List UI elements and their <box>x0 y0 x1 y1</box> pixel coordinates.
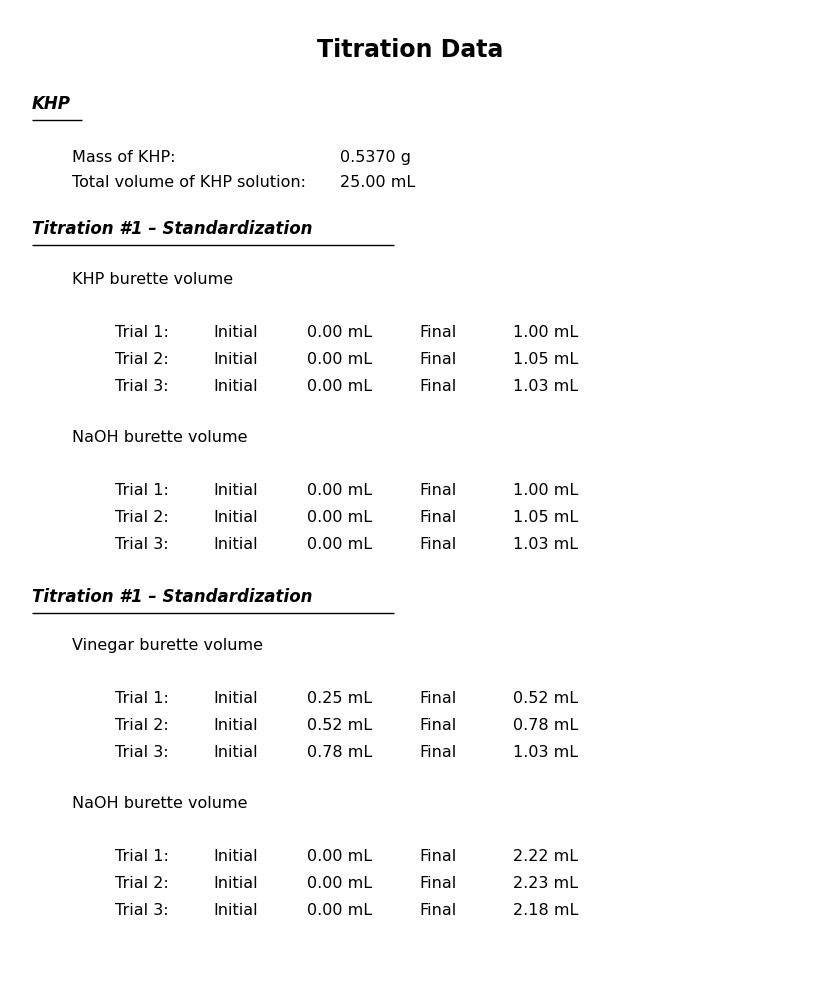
Text: 0.52 mL: 0.52 mL <box>306 718 372 733</box>
Text: KHP: KHP <box>32 95 70 113</box>
Text: KHP burette volume: KHP burette volume <box>72 272 233 287</box>
Text: Initial: Initial <box>213 718 257 733</box>
Text: 0.25 mL: 0.25 mL <box>306 691 372 706</box>
Text: Final: Final <box>419 537 455 552</box>
Text: Final: Final <box>419 691 455 706</box>
Text: Final: Final <box>419 325 455 340</box>
Text: 0.00 mL: 0.00 mL <box>306 537 372 552</box>
Text: 2.23 mL: 2.23 mL <box>513 876 577 891</box>
Text: Vinegar burette volume: Vinegar burette volume <box>72 638 263 653</box>
Text: Trial 2:: Trial 2: <box>115 718 169 733</box>
Text: Initial: Initial <box>213 379 257 394</box>
Text: Trial 1:: Trial 1: <box>115 691 169 706</box>
Text: Trial 2:: Trial 2: <box>115 876 169 891</box>
Text: Trial 3:: Trial 3: <box>115 537 169 552</box>
Text: Initial: Initial <box>213 745 257 760</box>
Text: 0.00 mL: 0.00 mL <box>306 849 372 864</box>
Text: Trial 2:: Trial 2: <box>115 510 169 525</box>
Text: 1.03 mL: 1.03 mL <box>513 537 577 552</box>
Text: Titration #1 – Standardization: Titration #1 – Standardization <box>32 588 312 606</box>
Text: 0.00 mL: 0.00 mL <box>306 876 372 891</box>
Text: Final: Final <box>419 849 455 864</box>
Text: Trial 1:: Trial 1: <box>115 483 169 498</box>
Text: 1.00 mL: 1.00 mL <box>513 325 577 340</box>
Text: Initial: Initial <box>213 537 257 552</box>
Text: Final: Final <box>419 718 455 733</box>
Text: Initial: Initial <box>213 352 257 367</box>
Text: Trial 1:: Trial 1: <box>115 849 169 864</box>
Text: Initial: Initial <box>213 876 257 891</box>
Text: Trial 1:: Trial 1: <box>115 325 169 340</box>
Text: 0.78 mL: 0.78 mL <box>306 745 372 760</box>
Text: Initial: Initial <box>213 325 257 340</box>
Text: NaOH burette volume: NaOH burette volume <box>72 796 247 811</box>
Text: 1.03 mL: 1.03 mL <box>513 379 577 394</box>
Text: Titration Data: Titration Data <box>316 38 503 62</box>
Text: NaOH burette volume: NaOH burette volume <box>72 430 247 445</box>
Text: Final: Final <box>419 903 455 918</box>
Text: Final: Final <box>419 876 455 891</box>
Text: Trial 3:: Trial 3: <box>115 903 169 918</box>
Text: 1.05 mL: 1.05 mL <box>513 352 577 367</box>
Text: Initial: Initial <box>213 691 257 706</box>
Text: Trial 3:: Trial 3: <box>115 745 169 760</box>
Text: Initial: Initial <box>213 849 257 864</box>
Text: 0.52 mL: 0.52 mL <box>513 691 577 706</box>
Text: 2.18 mL: 2.18 mL <box>513 903 577 918</box>
Text: 1.00 mL: 1.00 mL <box>513 483 577 498</box>
Text: Final: Final <box>419 352 455 367</box>
Text: 0.00 mL: 0.00 mL <box>306 903 372 918</box>
Text: Final: Final <box>419 379 455 394</box>
Text: 0.00 mL: 0.00 mL <box>306 352 372 367</box>
Text: Final: Final <box>419 483 455 498</box>
Text: Titration #1 – Standardization: Titration #1 – Standardization <box>32 220 312 238</box>
Text: Final: Final <box>419 745 455 760</box>
Text: Trial 3:: Trial 3: <box>115 379 169 394</box>
Text: 0.5370 g: 0.5370 g <box>340 150 410 165</box>
Text: Final: Final <box>419 510 455 525</box>
Text: Initial: Initial <box>213 510 257 525</box>
Text: 1.03 mL: 1.03 mL <box>513 745 577 760</box>
Text: 0.00 mL: 0.00 mL <box>306 325 372 340</box>
Text: Total volume of KHP solution:: Total volume of KHP solution: <box>72 175 305 190</box>
Text: Initial: Initial <box>213 483 257 498</box>
Text: 25.00 mL: 25.00 mL <box>340 175 414 190</box>
Text: Trial 2:: Trial 2: <box>115 352 169 367</box>
Text: 0.00 mL: 0.00 mL <box>306 483 372 498</box>
Text: 2.22 mL: 2.22 mL <box>513 849 577 864</box>
Text: Mass of KHP:: Mass of KHP: <box>72 150 175 165</box>
Text: 0.00 mL: 0.00 mL <box>306 510 372 525</box>
Text: 0.00 mL: 0.00 mL <box>306 379 372 394</box>
Text: 0.78 mL: 0.78 mL <box>513 718 577 733</box>
Text: 1.05 mL: 1.05 mL <box>513 510 577 525</box>
Text: Initial: Initial <box>213 903 257 918</box>
